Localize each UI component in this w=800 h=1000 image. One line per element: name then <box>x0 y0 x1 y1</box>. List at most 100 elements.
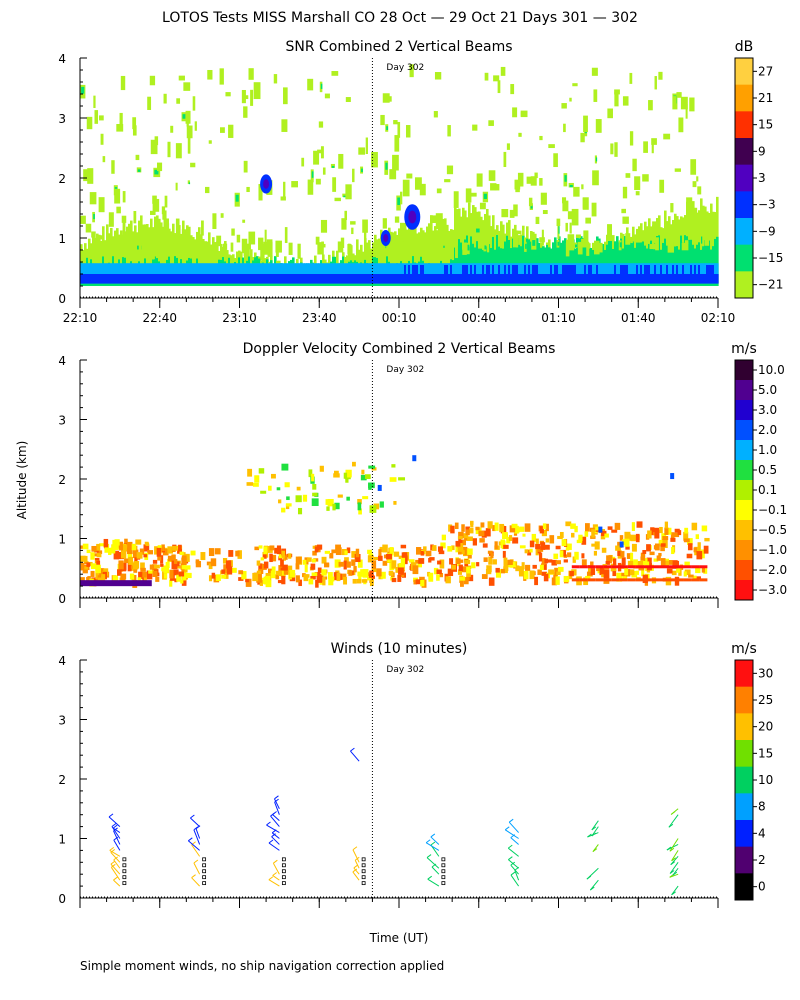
snr-cell <box>90 263 93 284</box>
snr-cell <box>166 263 169 284</box>
snr-cell <box>404 228 407 286</box>
doppler-cell <box>91 545 97 552</box>
snr-cell <box>116 124 124 132</box>
snr-cell <box>98 234 101 286</box>
doppler-cell <box>494 541 498 550</box>
wind-barb <box>113 859 121 869</box>
doppler-cell <box>256 570 261 578</box>
doppler-cell <box>238 577 244 581</box>
doppler-cell <box>184 553 190 562</box>
doppler-cell <box>308 469 313 478</box>
doppler-cell <box>120 550 127 559</box>
doppler-cell <box>353 566 357 573</box>
snr-cell <box>582 197 589 210</box>
doppler-cell <box>176 561 180 567</box>
snr-cell <box>442 218 445 286</box>
doppler-cell <box>527 549 532 556</box>
snr-cell <box>304 263 307 284</box>
doppler-cell <box>208 575 213 582</box>
snr-cell <box>185 110 191 124</box>
doppler-cell <box>448 524 453 532</box>
doppler-cell <box>298 579 302 587</box>
snr-cell <box>629 72 633 84</box>
snr-cell <box>548 263 551 284</box>
doppler-cell <box>660 558 666 567</box>
doppler-cell <box>479 538 485 543</box>
snr-cell <box>583 115 588 133</box>
snr-cell <box>444 179 451 183</box>
snr-cell <box>564 238 567 286</box>
doppler-cell <box>499 523 505 533</box>
snr-cell <box>492 265 495 275</box>
calm-marker <box>361 863 366 868</box>
data-layer <box>108 747 679 896</box>
snr-cell <box>135 154 140 161</box>
snr-cell <box>422 274 425 284</box>
doppler-cell <box>437 560 442 565</box>
snr-cell <box>136 263 139 284</box>
snr-cell <box>482 274 485 284</box>
snr-cell <box>670 263 673 284</box>
doppler-cell <box>337 494 343 498</box>
doppler-cell <box>369 578 374 587</box>
wind-barb <box>271 832 280 839</box>
snr-cell <box>444 274 447 284</box>
x-axis-label: Time (UT) <box>369 931 429 945</box>
snr-cell <box>324 93 330 99</box>
colorbar-label: 9 <box>758 144 766 158</box>
snr-cell <box>552 274 555 284</box>
snr-cell <box>612 274 615 284</box>
snr-cell <box>114 263 117 284</box>
snr-cell <box>322 263 325 284</box>
doppler-cell <box>611 529 618 533</box>
doppler-cell <box>417 563 423 568</box>
wind-barb-flag <box>587 833 592 838</box>
doppler-cell <box>500 568 505 574</box>
doppler-cell <box>103 568 109 575</box>
wind-barb-flag <box>271 833 276 838</box>
doppler-cell <box>537 547 544 552</box>
snr-cell <box>248 263 251 284</box>
doppler-cell <box>314 572 321 577</box>
snr-cell <box>152 195 157 204</box>
snr-cell <box>500 274 503 284</box>
snr-cell <box>550 274 553 284</box>
y-tick-label: 0 <box>58 592 66 606</box>
doppler-cell <box>378 555 383 561</box>
wind-barb <box>191 877 200 887</box>
snr-cell <box>510 84 515 95</box>
doppler-cell <box>529 570 535 580</box>
doppler-panel: Doppler Velocity Combined 2 Vertical Bea… <box>58 341 787 608</box>
wind-barb <box>508 821 519 833</box>
snr-cell <box>435 213 443 230</box>
snr-cell <box>383 234 389 242</box>
snr-cell <box>186 274 189 284</box>
snr-cell <box>574 274 577 284</box>
snr-cell <box>192 237 195 286</box>
doppler-cell <box>382 544 388 553</box>
snr-cell <box>208 140 212 144</box>
doppler-cell <box>508 535 513 541</box>
snr-cell <box>610 235 613 286</box>
doppler-cell <box>360 569 365 577</box>
snr-cell <box>488 274 491 284</box>
snr-cell <box>612 263 615 284</box>
snr-cell <box>644 265 647 275</box>
snr-cell <box>414 177 422 190</box>
doppler-cell <box>541 558 546 565</box>
doppler-cell <box>149 564 153 570</box>
wind-barb <box>425 842 440 851</box>
doppler-cell <box>283 567 288 575</box>
snr-cell <box>398 263 401 284</box>
snr-cell <box>446 243 451 258</box>
snr-cell <box>382 240 385 286</box>
snr-cell <box>175 143 182 159</box>
doppler-cell <box>139 548 145 555</box>
doppler-cell <box>303 574 309 582</box>
snr-cell <box>690 239 693 286</box>
doppler-cell <box>541 529 547 537</box>
wind-barb <box>109 849 121 857</box>
snr-cell <box>252 274 255 284</box>
snr-cell <box>340 274 343 284</box>
